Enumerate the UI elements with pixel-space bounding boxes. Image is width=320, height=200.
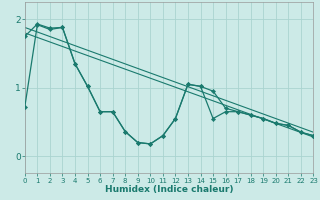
X-axis label: Humidex (Indice chaleur): Humidex (Indice chaleur) — [105, 185, 233, 194]
